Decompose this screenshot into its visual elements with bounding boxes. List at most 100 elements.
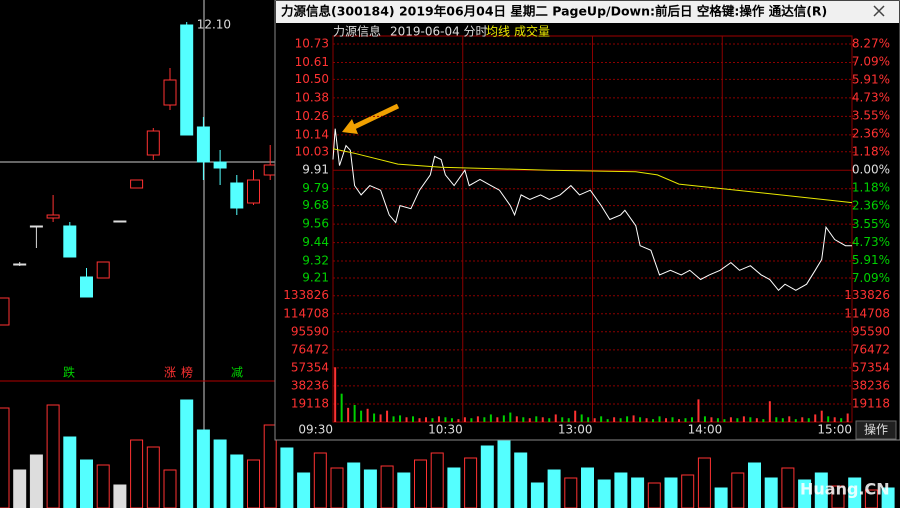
candle-body	[113, 220, 127, 223]
arrow	[350, 103, 400, 131]
volume-bar	[614, 472, 628, 508]
volume-bar	[613, 417, 616, 422]
volume-tick-label: 19118	[852, 396, 890, 410]
volume-bar	[664, 477, 678, 508]
volume-tick-label: 114708	[844, 306, 890, 320]
volume-bar	[831, 485, 845, 508]
volume-bar	[729, 417, 732, 422]
volume-bar	[522, 417, 525, 422]
volume-tick-label: 57354	[291, 360, 329, 374]
y-tick-label: 10.03	[295, 144, 329, 158]
volume-bar	[714, 487, 728, 508]
y2-tick-label: 7.09%	[852, 55, 890, 69]
volume-bar	[509, 412, 512, 422]
volume-bar	[347, 462, 361, 508]
volume-bar	[380, 465, 394, 508]
volume-bar	[470, 418, 473, 422]
volume-bar	[447, 467, 461, 508]
y2-tick-label: 8.27%	[852, 37, 890, 51]
x-tick-label: 13:00	[558, 423, 593, 437]
volume-bar	[366, 408, 369, 422]
volume-bar	[645, 418, 648, 422]
volume-bar	[464, 457, 478, 508]
volume-bar	[781, 418, 784, 422]
volume-bar	[502, 415, 505, 422]
y2-tick-label: 4.73%	[852, 91, 890, 105]
background-chart: 12.10 跌 涨榜 减	[0, 18, 895, 508]
volume-bar	[864, 489, 878, 508]
volume-bar	[833, 417, 836, 422]
candle-body	[180, 24, 194, 136]
volume-bar	[731, 472, 745, 508]
chart-subtitle: 2019-06-04 分时	[390, 25, 488, 39]
volume-bar	[379, 414, 382, 422]
volume-bar	[647, 482, 661, 508]
volume-bar	[46, 404, 60, 508]
y2-tick-label: 1.18%	[852, 181, 890, 195]
y-tick-label: 10.61	[295, 55, 329, 69]
volume-tick-label: 38236	[291, 378, 329, 392]
volume-bar	[313, 452, 327, 508]
volume-bar	[561, 417, 564, 422]
volume-tick-label: 19118	[291, 396, 329, 410]
x-tick-label: 09:30	[298, 423, 333, 437]
volume-bar	[564, 477, 578, 508]
volume-bar	[665, 418, 668, 422]
candle-body	[230, 182, 244, 209]
volume-bar	[29, 454, 43, 508]
volume-bar	[762, 419, 765, 422]
volume-bar	[548, 418, 551, 422]
volume-bar	[424, 417, 427, 422]
volume-bar	[848, 477, 862, 508]
volume-bar	[392, 416, 395, 422]
candle-body	[263, 164, 277, 176]
signal-label: 减	[231, 366, 243, 380]
volume-bar	[96, 464, 110, 508]
y2-tick-label: 5.91%	[852, 73, 890, 87]
volume-bar	[681, 474, 695, 508]
y-tick-label: 10.14	[295, 127, 329, 141]
volume-tick-label: 76472	[291, 342, 329, 356]
volume-bar	[373, 413, 376, 422]
y2-tick-label: 1.18%	[852, 145, 890, 159]
volume-bar	[480, 445, 494, 508]
candle-body	[96, 261, 110, 279]
candle-body	[163, 79, 177, 106]
volume-bar	[535, 416, 538, 422]
watermark: Huang.CN	[800, 480, 890, 499]
y-tick-label: 10.38	[295, 90, 329, 104]
volume-bar	[247, 459, 260, 508]
volume-bar	[775, 417, 778, 422]
volume-bar	[418, 418, 421, 422]
volume-bar	[807, 418, 810, 422]
volume-bar	[652, 419, 655, 422]
volume-tick-label: 76472	[852, 342, 890, 356]
volume-bar	[113, 484, 127, 508]
action-button-label[interactable]: 操作	[864, 422, 888, 437]
x-tick-label: 10:30	[428, 423, 463, 437]
volume-bar	[196, 429, 210, 508]
volume-tick-label: 133826	[844, 288, 890, 302]
candle-body	[0, 297, 10, 326]
volume-bar	[764, 477, 778, 508]
action-button[interactable]	[855, 420, 897, 440]
candle-body	[130, 179, 144, 189]
y2-tick-label: 2.36%	[852, 199, 890, 213]
volume-tick-label: 95590	[291, 324, 329, 338]
volume-bar	[397, 472, 411, 508]
volume-bar	[430, 452, 444, 508]
volume-bar	[593, 418, 596, 422]
volume-bar	[567, 418, 570, 422]
volume-bar	[814, 414, 817, 422]
volume-bar	[330, 467, 344, 508]
volume-bar	[581, 467, 594, 508]
volume-bar	[353, 405, 356, 422]
close-button[interactable]	[873, 5, 885, 17]
candle-body	[146, 130, 160, 156]
volume-bar	[437, 416, 440, 422]
x-tick-label: 14:00	[688, 423, 723, 437]
volume-bar	[163, 469, 177, 508]
volume-bar	[146, 446, 160, 508]
